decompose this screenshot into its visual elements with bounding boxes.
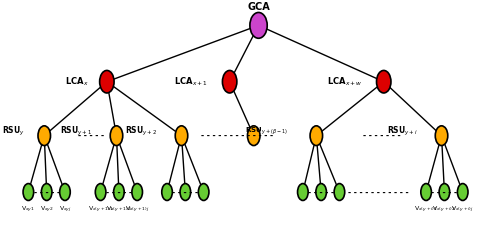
- Text: V$_{x(y+i)j}$: V$_{x(y+i)j}$: [452, 205, 474, 215]
- Text: - - - - - - -: - - - - - - -: [362, 131, 400, 140]
- Ellipse shape: [439, 184, 450, 200]
- Text: V$_{x(y+i)1}$: V$_{x(y+i)1}$: [414, 205, 438, 215]
- Ellipse shape: [180, 184, 190, 200]
- Text: RSU$_{y+1}$: RSU$_{y+1}$: [60, 124, 92, 137]
- Ellipse shape: [110, 126, 122, 145]
- Ellipse shape: [42, 184, 52, 200]
- Ellipse shape: [222, 70, 237, 93]
- Text: - - - - -: - - - - -: [172, 188, 199, 197]
- Ellipse shape: [334, 184, 344, 200]
- Ellipse shape: [250, 12, 267, 38]
- Text: LCA$_{x}$: LCA$_{x}$: [66, 76, 89, 88]
- Ellipse shape: [376, 70, 391, 93]
- Text: LCA$_{x+w}$: LCA$_{x+w}$: [326, 76, 362, 88]
- Ellipse shape: [96, 184, 106, 200]
- Text: RSU$_{y+i}$: RSU$_{y+i}$: [386, 124, 418, 137]
- Text: - - - - -: - - - - -: [106, 188, 132, 197]
- Ellipse shape: [23, 184, 34, 200]
- Text: - - - - -: - - - - -: [432, 188, 458, 197]
- Ellipse shape: [60, 184, 70, 200]
- Ellipse shape: [198, 184, 209, 200]
- Ellipse shape: [310, 126, 322, 145]
- Text: V$_{x(y+1)1}$: V$_{x(y+1)1}$: [88, 205, 114, 215]
- Text: V$_{xyj}$: V$_{xyj}$: [58, 205, 71, 215]
- Text: V$_{x(y+1)j}$: V$_{x(y+1)j}$: [125, 205, 150, 215]
- Text: - - - - - - - - - - - - -: - - - - - - - - - - - - -: [202, 131, 274, 140]
- Ellipse shape: [436, 126, 448, 145]
- Ellipse shape: [316, 184, 326, 200]
- Text: GCA: GCA: [247, 2, 270, 12]
- Ellipse shape: [248, 126, 260, 145]
- Ellipse shape: [38, 126, 50, 145]
- Text: - - - - -: - - - - -: [34, 188, 60, 197]
- Text: V$_{xy2}$: V$_{xy2}$: [40, 205, 54, 215]
- Text: V$_{xy1}$: V$_{xy1}$: [22, 205, 36, 215]
- Ellipse shape: [162, 184, 172, 200]
- Ellipse shape: [175, 126, 188, 145]
- Ellipse shape: [421, 184, 432, 200]
- Ellipse shape: [114, 184, 124, 200]
- Text: - - - - -: - - - - -: [78, 131, 104, 140]
- Ellipse shape: [100, 70, 114, 93]
- Text: LCA$_{x+1}$: LCA$_{x+1}$: [174, 76, 208, 88]
- Ellipse shape: [458, 184, 468, 200]
- Text: RSU$_{y+(\beta-1)}$: RSU$_{y+(\beta-1)}$: [244, 126, 288, 136]
- Text: RSU$_{y}$: RSU$_{y}$: [2, 124, 25, 137]
- Text: RSU$_{y+2}$: RSU$_{y+2}$: [125, 124, 158, 137]
- Text: V$_{x(y+1)2}$: V$_{x(y+1)2}$: [106, 205, 132, 215]
- Ellipse shape: [132, 184, 142, 200]
- Text: - - - - - - - - - - -: - - - - - - - - - - -: [348, 188, 408, 197]
- Text: - - - - -: - - - - -: [308, 188, 334, 197]
- Ellipse shape: [298, 184, 308, 200]
- Text: V$_{x(y+i)2}$: V$_{x(y+i)2}$: [432, 205, 456, 215]
